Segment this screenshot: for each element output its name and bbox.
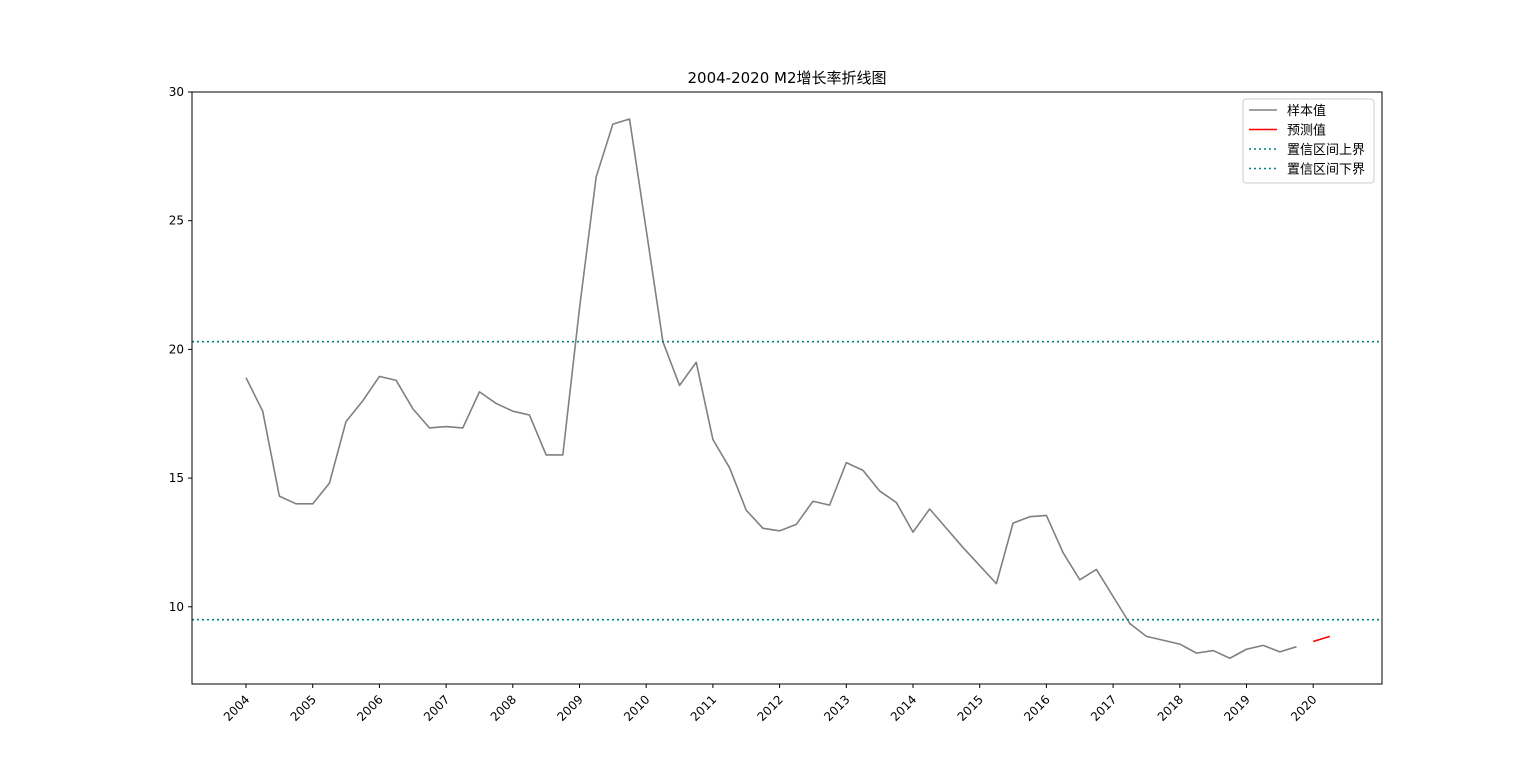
- x-tick-label: 2017: [1088, 692, 1119, 723]
- x-tick-label: 2004: [221, 692, 252, 723]
- series-line-1: [1312, 635, 1331, 643]
- x-tick-label: 2012: [754, 692, 785, 723]
- x-tick-label: 2015: [955, 692, 986, 723]
- axes-frame: [191, 91, 1383, 685]
- y-tick-label: 20: [169, 342, 184, 356]
- x-tick-label: 2006: [354, 692, 385, 723]
- y-tick-label: 25: [169, 214, 184, 228]
- legend-box: [1242, 98, 1375, 184]
- x-axis: 2004 2005 2006 2007 2008 2009 2010 2011 2012 2013…: [221, 684, 1320, 724]
- legend-label: 置信区间下界: [1287, 163, 1365, 178]
- x-tick-label: 2005: [288, 692, 319, 723]
- x-tick-label: 2014: [888, 692, 919, 723]
- legend-label: 预测值: [1287, 123, 1326, 139]
- x-tick-label: 2013: [821, 692, 852, 723]
- x-tick-label: 2010: [621, 692, 652, 723]
- x-tick-label: 2008: [488, 692, 519, 723]
- legend-label: 样本值: [1287, 103, 1326, 119]
- x-tick-label: 2009: [554, 692, 585, 723]
- series-line-0: [245, 118, 1297, 660]
- x-tick-label: 2019: [1221, 692, 1252, 723]
- y-tick-label: 15: [169, 471, 184, 485]
- x-tick-label: 2018: [1155, 692, 1186, 723]
- y-axis: 10 15 20 25 30: [169, 85, 192, 614]
- y-tick-label: 30: [169, 85, 184, 99]
- plot-lines: [192, 118, 1382, 660]
- x-tick-label: 2016: [1021, 692, 1052, 723]
- x-tick-label: 2011: [688, 692, 719, 723]
- legend-label: 置信区间上界: [1287, 143, 1365, 158]
- x-tick-label: 2020: [1288, 692, 1319, 723]
- y-tick-label: 10: [169, 600, 184, 614]
- chart-title: 2004-2020 M2增长率折线图: [687, 69, 886, 87]
- x-tick-label: 2007: [421, 692, 452, 723]
